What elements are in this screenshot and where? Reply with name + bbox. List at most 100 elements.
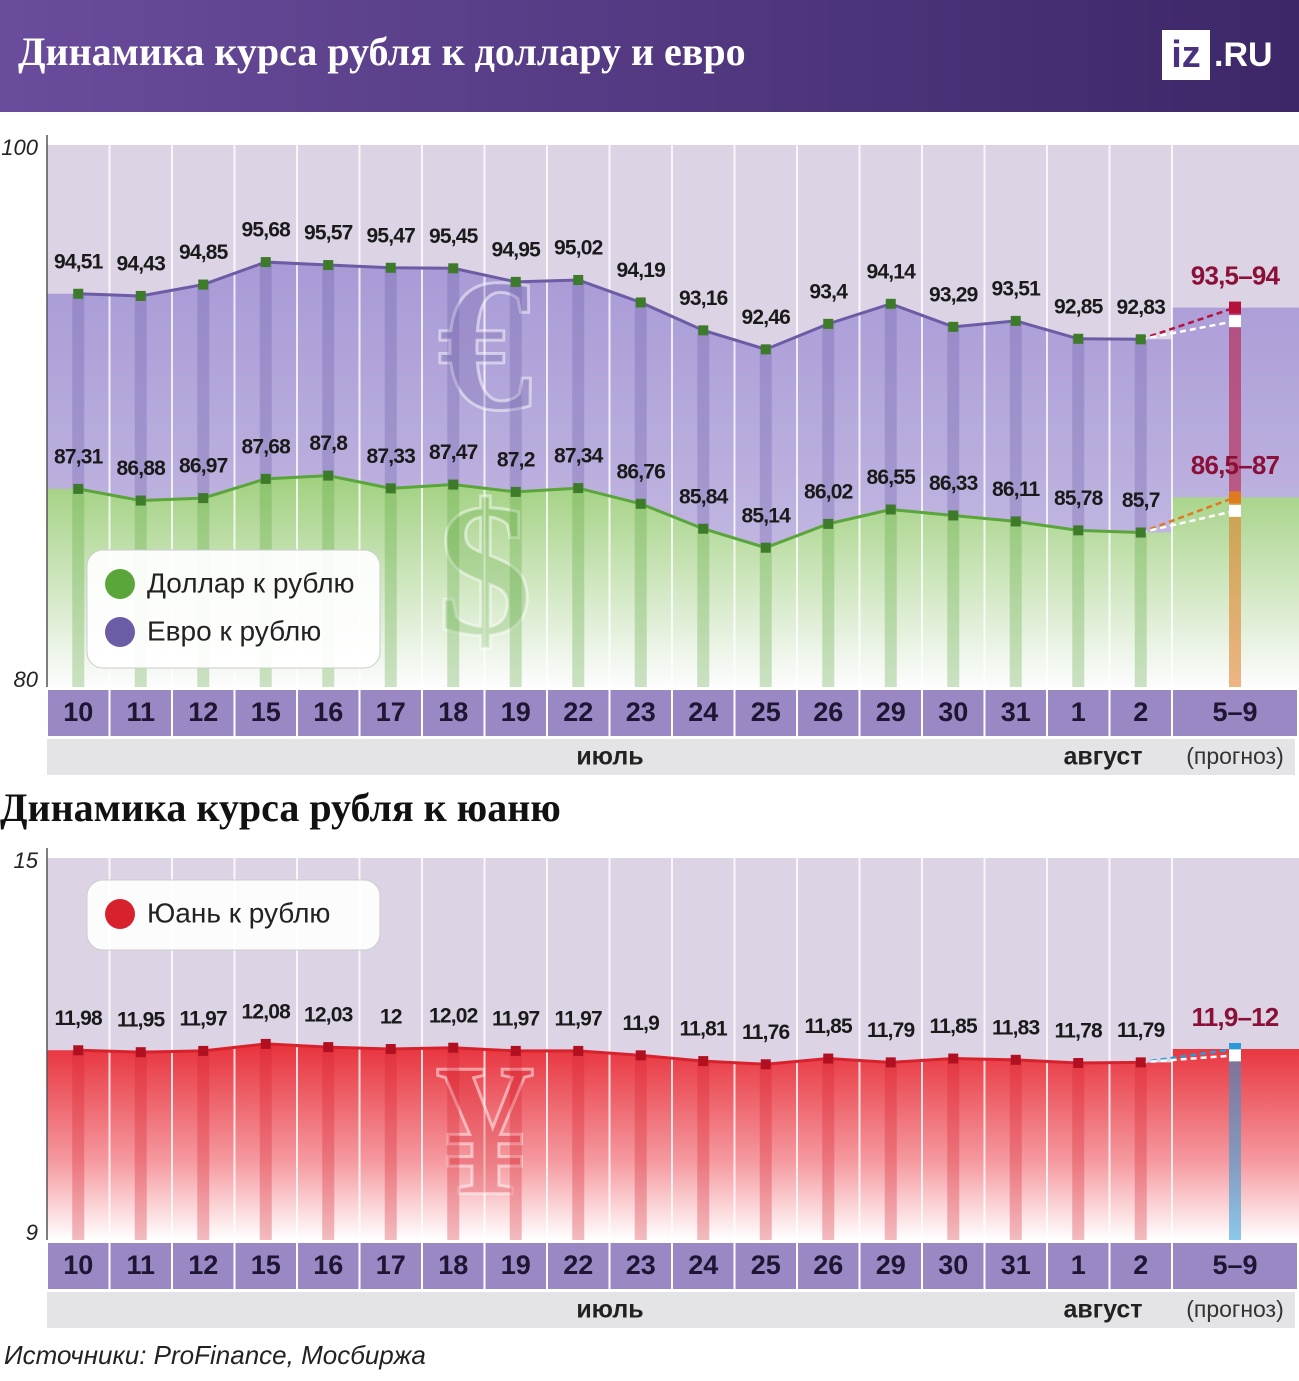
x-tick-label: 23 xyxy=(626,697,656,727)
category-cell xyxy=(1110,1243,1171,1289)
stem xyxy=(759,547,772,687)
point-marker xyxy=(573,483,584,494)
stem xyxy=(1009,1059,1022,1240)
x-tick-label: 17 xyxy=(376,697,406,727)
category-cell xyxy=(1173,690,1297,736)
value-label: 95,02 xyxy=(554,237,603,260)
value-label: 93,16 xyxy=(679,287,728,310)
value-label: 87,68 xyxy=(241,435,291,458)
value-label: 11,79 xyxy=(867,1019,915,1042)
forecast-dash xyxy=(1140,1054,1236,1064)
point-marker xyxy=(698,1056,709,1067)
stem xyxy=(1009,521,1022,687)
value-label: 86,88 xyxy=(116,457,166,480)
value-label: 11,85 xyxy=(805,1015,854,1038)
header-bar xyxy=(0,0,1299,112)
stem xyxy=(509,491,522,687)
x-tick-label: 2 xyxy=(1133,1250,1148,1280)
value-label: 94,51 xyxy=(54,250,104,273)
stem xyxy=(384,1049,397,1240)
point-marker xyxy=(73,483,84,494)
category-cell xyxy=(798,690,859,736)
category-cell xyxy=(110,1243,171,1289)
point-marker xyxy=(135,1047,146,1058)
value-label: 94,85 xyxy=(179,241,229,264)
category-cell xyxy=(360,1243,421,1289)
stem xyxy=(322,1047,335,1240)
currency-symbol: ¥ xyxy=(438,1026,533,1236)
point-marker xyxy=(760,344,771,355)
category-cell xyxy=(673,690,734,736)
value-label: 92,83 xyxy=(1116,296,1165,319)
point-marker xyxy=(510,486,521,497)
x-tick-label: 25 xyxy=(751,1250,781,1280)
x-tick-label: 26 xyxy=(813,697,843,727)
forecast-bar xyxy=(1229,1049,1241,1240)
value-label: 87,47 xyxy=(429,441,478,464)
x-tick-label: 5–9 xyxy=(1212,697,1257,727)
point-marker xyxy=(198,1045,209,1056)
value-label: 12,08 xyxy=(241,1000,291,1023)
stem xyxy=(72,293,85,489)
point-marker xyxy=(760,542,771,553)
x-tick-label: 24 xyxy=(688,697,718,727)
stem xyxy=(822,323,835,524)
category-cell xyxy=(1048,1243,1109,1289)
value-label: 85,7 xyxy=(1122,489,1160,512)
legend-box xyxy=(86,879,381,951)
category-group-label: (прогноз) xyxy=(1186,743,1284,769)
category-cell xyxy=(985,1243,1046,1289)
point-marker xyxy=(948,321,959,332)
stem xyxy=(384,488,397,687)
category-cell xyxy=(735,1243,796,1289)
x-tick-label: 12 xyxy=(188,697,218,727)
value-label: 86,97 xyxy=(179,455,228,478)
forecast-bar xyxy=(1229,497,1241,687)
point-marker xyxy=(885,298,896,309)
x-tick-label: 30 xyxy=(938,1250,968,1280)
point-marker xyxy=(823,1053,834,1064)
stem xyxy=(947,515,960,687)
category-cell xyxy=(798,1243,859,1289)
category-cell xyxy=(110,690,171,736)
point-marker xyxy=(135,495,146,506)
stem xyxy=(822,1058,835,1240)
value-label: 12,03 xyxy=(304,1004,353,1027)
legend-swatch xyxy=(105,569,135,599)
category-cell xyxy=(485,690,546,736)
x-tick-label: 18 xyxy=(438,1250,468,1280)
x-tick-label: 10 xyxy=(63,1250,93,1280)
value-label: 92,46 xyxy=(741,306,790,329)
stem xyxy=(697,528,710,687)
series-line xyxy=(77,474,1141,550)
point-marker xyxy=(1010,516,1021,527)
point-marker xyxy=(635,1050,646,1061)
category-cell xyxy=(548,1243,609,1289)
stem xyxy=(1072,338,1085,531)
x-tick-label: 17 xyxy=(376,1250,406,1280)
category-cell xyxy=(923,1243,984,1289)
point-marker xyxy=(1073,1058,1084,1069)
stem xyxy=(884,303,897,510)
category-cell xyxy=(673,1243,734,1289)
stem xyxy=(197,284,210,499)
stem xyxy=(134,1052,147,1240)
point-marker xyxy=(760,1059,771,1070)
x-tick-label: 31 xyxy=(1001,697,1031,727)
value-label: 11,95 xyxy=(117,1009,166,1032)
category-cell xyxy=(860,690,921,736)
x-tick-label: 30 xyxy=(938,697,968,727)
x-tick-label: 18 xyxy=(438,697,468,727)
category-cell xyxy=(1110,690,1171,736)
point-marker xyxy=(1010,1054,1021,1065)
x-tick-label: 5–9 xyxy=(1212,1250,1257,1280)
x-tick-label: 29 xyxy=(876,1250,906,1280)
point-marker xyxy=(385,1044,396,1054)
category-cell xyxy=(235,690,296,736)
series-line xyxy=(78,1042,1141,1066)
forecast-dash xyxy=(1140,306,1236,341)
value-label: 11,85 xyxy=(930,1015,979,1038)
value-label: 85,84 xyxy=(679,485,729,508)
point-marker xyxy=(448,1042,459,1053)
y-tick-label: 80 xyxy=(14,667,39,692)
